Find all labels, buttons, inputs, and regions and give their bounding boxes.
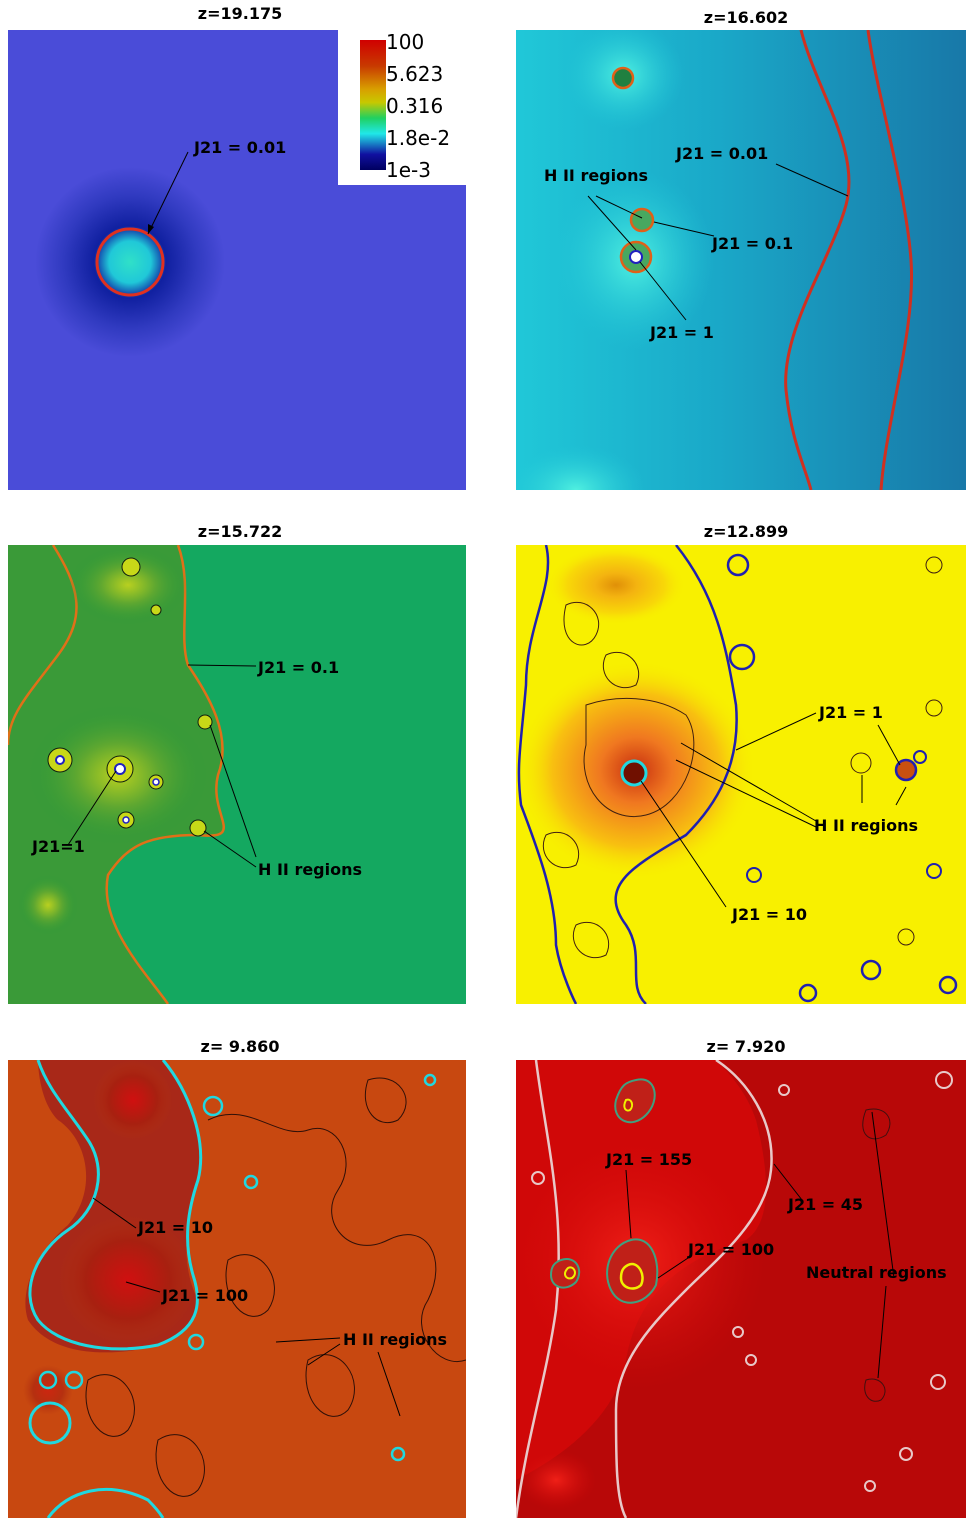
colorbar-gradient bbox=[360, 40, 386, 170]
colorbar-tick: 5.623 bbox=[386, 62, 444, 86]
colorbar-tick: 1e-3 bbox=[386, 158, 431, 182]
panel-2-title: z=16.602 bbox=[703, 8, 789, 27]
annotation-label: J21 = 1 bbox=[819, 703, 883, 722]
panel-4-field bbox=[516, 545, 958, 1004]
panel-5-map: J21 = 10 J21 = 100 H II regions bbox=[8, 1060, 466, 1518]
annotation-label: Neutral regions bbox=[806, 1263, 947, 1282]
annotation-label: J21 = 10 bbox=[138, 1218, 214, 1237]
panel-3-map: J21 = 0.1 J21=1 H II regions bbox=[8, 545, 466, 1004]
colorbar: 100 5.623 0.316 1.8e-2 1e-3 bbox=[338, 30, 466, 185]
panel-3-title: z=15.722 bbox=[197, 522, 283, 541]
annotation-label: J21 = 0.1 bbox=[258, 658, 340, 677]
annotation-label: J21 = 10 bbox=[732, 905, 808, 924]
annotation-label: J21 = 0.1 bbox=[712, 234, 794, 253]
annotation-label: J21 = 100 bbox=[162, 1286, 249, 1305]
annotation-label: J21 = 155 bbox=[606, 1150, 693, 1169]
annotation-label: J21=1 bbox=[32, 837, 85, 856]
panel-5-field bbox=[23, 1060, 466, 1518]
panel-3-field bbox=[8, 545, 257, 1004]
colorbar-tick: 100 bbox=[386, 30, 425, 54]
annotation-label: J21 = 100 bbox=[688, 1240, 775, 1259]
panel-1-title: z=19.175 bbox=[197, 4, 283, 23]
annotation-label: H II regions bbox=[258, 860, 363, 879]
panel-4-map: J21 = 1 H II regions J21 = 10 bbox=[516, 545, 966, 1004]
annotation-label: H II regions bbox=[343, 1330, 448, 1349]
colorbar-tick: 0.316 bbox=[386, 94, 444, 118]
panel-6-field bbox=[516, 1060, 966, 1518]
panel-2-map: J21 = 0.01 H II regions J21 = 0.1 J21 = … bbox=[516, 30, 966, 490]
panel-2-field bbox=[516, 30, 966, 490]
annotation-label: H II regions bbox=[814, 816, 919, 835]
panel-5-title: z= 9.860 bbox=[200, 1037, 280, 1056]
panel-4-title: z=12.899 bbox=[703, 522, 789, 541]
annotation-label: J21 = 45 bbox=[788, 1195, 864, 1214]
panel-1-map: 100 5.623 0.316 1.8e-2 1e-3 J21 = 0.01 bbox=[8, 30, 466, 490]
colorbar-tick: 1.8e-2 bbox=[386, 126, 451, 150]
annotation-label: J21 = 1 bbox=[650, 323, 714, 342]
panel-6-title: z= 7.920 bbox=[706, 1037, 786, 1056]
annotation-label: J21 = 0.01 bbox=[676, 144, 769, 163]
panel-1-field bbox=[35, 151, 225, 357]
annotation-label: H II regions bbox=[544, 166, 649, 185]
annotation-label: J21 = 0.01 bbox=[194, 138, 287, 157]
panel-6-map: J21 = 155 J21 = 45 J21 = 100 Neutral reg… bbox=[516, 1060, 966, 1518]
